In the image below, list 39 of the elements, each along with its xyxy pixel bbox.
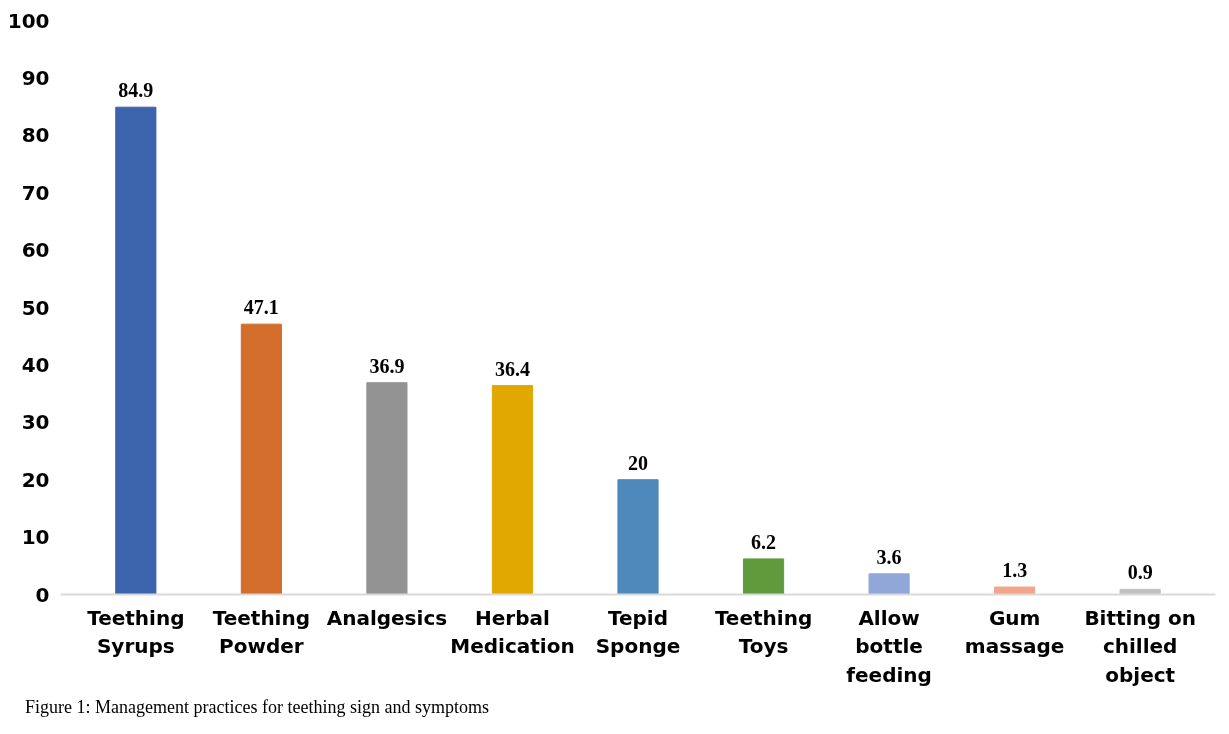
- y-tick-label: 60: [21, 238, 50, 263]
- bar: [742, 558, 785, 595]
- x-tick-label: Teething Powder: [212, 605, 311, 659]
- y-tick-label: 80: [21, 123, 50, 148]
- data-label: 36.4: [494, 357, 530, 380]
- y-tick-label: 30: [21, 410, 50, 435]
- y-tick-label: 40: [21, 352, 50, 377]
- bar: [868, 573, 910, 595]
- y-tick-label: 70: [21, 180, 50, 205]
- bar: [617, 479, 659, 595]
- x-tick-label: Bitting on chilled object: [1084, 605, 1196, 688]
- bar: [366, 382, 408, 595]
- bar: [115, 106, 157, 595]
- bar: [240, 323, 282, 595]
- data-label: 1.3: [1002, 559, 1028, 582]
- y-tick-label: 20: [21, 467, 50, 492]
- y-tick-label: 100: [7, 8, 50, 33]
- y-tick-label: 90: [21, 65, 50, 90]
- data-label: 0.9: [1127, 561, 1153, 584]
- x-tick-label: Gum massage: [964, 605, 1065, 659]
- y-tick-label: 10: [21, 525, 50, 550]
- data-label: 6.2: [751, 530, 777, 553]
- bar: [1119, 588, 1161, 595]
- data-label: 36.9: [369, 354, 405, 377]
- data-label: 47.1: [243, 296, 279, 319]
- x-tick-label: Teething Toys: [714, 605, 813, 659]
- x-tick-label: Allow bottle feeding: [846, 605, 932, 688]
- x-tick-label: Herbal Medication: [450, 605, 575, 659]
- caption: Figure 1: Management practices for teething sign and symptoms: [25, 696, 489, 719]
- data-label: 3.6: [876, 545, 902, 568]
- y-tick-label: 0: [35, 582, 50, 607]
- data-label: 84.9: [118, 79, 154, 102]
- x-tick-label: Tepid Sponge: [595, 605, 681, 659]
- bar: [994, 586, 1036, 595]
- y-tick-label: 50: [21, 295, 50, 320]
- bar: [491, 385, 534, 595]
- x-tick-label: Teething Syrups: [87, 605, 185, 659]
- data-label: 20: [628, 451, 648, 474]
- x-tick-label: Analgesics: [326, 605, 448, 630]
